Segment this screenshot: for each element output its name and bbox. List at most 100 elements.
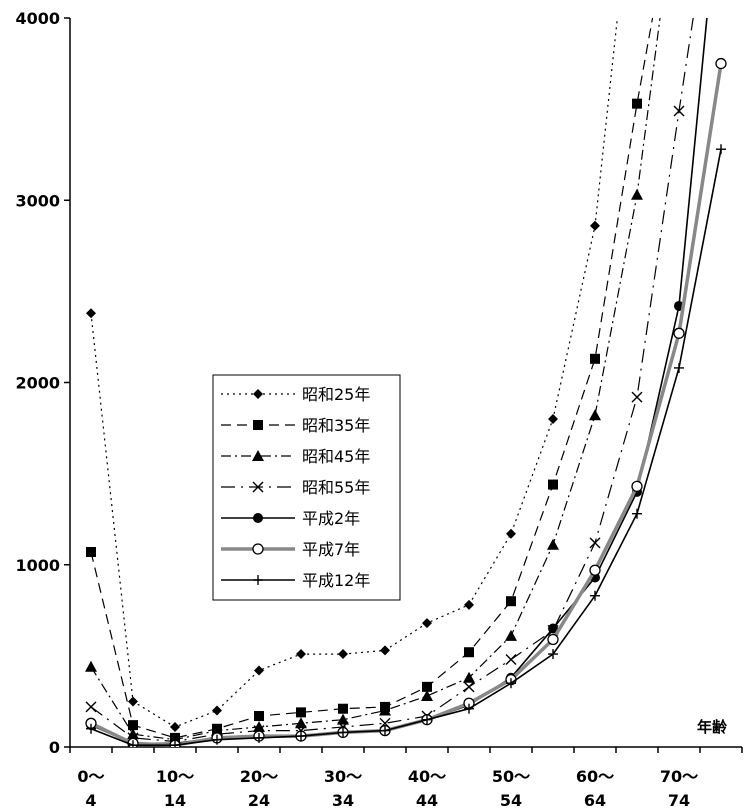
data-point — [463, 671, 475, 683]
legend-marker — [253, 513, 263, 523]
data-point — [590, 353, 600, 364]
data-point — [506, 528, 516, 539]
data-point — [338, 727, 348, 738]
data-point — [631, 391, 643, 403]
data-point — [421, 689, 433, 701]
legend-label: 平成12年 — [302, 571, 370, 590]
data-point — [547, 538, 559, 550]
x-axis-label: 年齢 — [697, 718, 728, 736]
data-point — [254, 711, 264, 722]
x-tick-label-top: 40〜 — [408, 767, 446, 786]
data-point — [463, 681, 475, 693]
data-point — [589, 537, 601, 549]
data-point — [128, 696, 138, 707]
tick-labels: 0 1000 2000 3000 4000 0〜 4 10〜 14 20〜 24 30〜 34 40〜 44… — [15, 9, 698, 810]
data-point — [422, 681, 432, 692]
y-tick-label: 0 — [49, 738, 60, 757]
x-tick-label-top: 0〜 — [77, 767, 104, 786]
x-tick-label-top: 50〜 — [492, 767, 530, 786]
y-tick-label: 1000 — [15, 556, 60, 575]
data-point — [464, 599, 474, 610]
x-tick-label-bottom: 24 — [248, 791, 270, 810]
series-line — [90, 149, 722, 746]
data-point — [337, 713, 349, 725]
data-point — [673, 105, 685, 117]
data-point — [170, 740, 180, 747]
data-point — [674, 362, 684, 373]
legend-box — [212, 374, 401, 601]
x-tick-label-top: 60〜 — [576, 767, 614, 786]
series-layer — [85, 18, 727, 747]
series-line — [90, 18, 694, 743]
legend-marker — [252, 450, 264, 461]
data-point — [86, 308, 96, 319]
data-point — [338, 703, 348, 714]
series-line — [90, 18, 708, 745]
legend-marker — [253, 575, 263, 585]
x-tick-label-top: 70〜 — [660, 767, 698, 786]
data-point — [548, 479, 558, 490]
data-point — [547, 633, 559, 646]
legend-label: 平成7年 — [302, 540, 360, 559]
legend-label: 昭和25年 — [302, 385, 370, 404]
data-point — [673, 327, 685, 339]
series-7 — [86, 144, 726, 747]
series-2 — [86, 18, 654, 743]
series-6 — [85, 57, 727, 747]
legend-marker — [252, 543, 264, 555]
data-point — [379, 704, 391, 716]
legend-label: 昭和55年 — [302, 478, 370, 497]
data-point — [631, 188, 643, 200]
series-1 — [86, 18, 618, 732]
data-point — [380, 725, 390, 736]
x-tick-label-bottom: 64 — [584, 791, 606, 810]
x-tick-label-top: 20〜 — [240, 767, 278, 786]
data-point — [422, 618, 432, 629]
data-point — [296, 707, 306, 718]
data-point — [338, 649, 348, 660]
legend-label: 昭和45年 — [302, 447, 370, 466]
x-tick-label-top: 10〜 — [156, 767, 194, 786]
series-line — [90, 63, 723, 747]
data-point — [716, 144, 726, 155]
data-point — [296, 649, 306, 660]
data-point — [211, 724, 223, 736]
data-point — [296, 731, 306, 742]
x-tick-label-bottom: 54 — [500, 791, 522, 810]
data-point — [548, 623, 558, 634]
legend-marker — [253, 389, 263, 399]
legend-label: 昭和35年 — [302, 416, 370, 435]
data-point — [254, 665, 264, 676]
legend-marker — [252, 481, 264, 493]
y-tick-label: 3000 — [15, 191, 60, 210]
data-point — [631, 480, 643, 493]
data-point — [589, 409, 601, 421]
data-point — [548, 413, 558, 424]
data-point — [590, 220, 600, 231]
x-tick-label-top: 30〜 — [324, 767, 362, 786]
x-tick-label-bottom: 74 — [668, 791, 690, 810]
data-point — [128, 720, 138, 731]
x-tick-label-bottom: 4 — [85, 791, 96, 810]
series-3 — [85, 18, 661, 745]
series-4 — [85, 18, 694, 747]
data-point — [128, 740, 138, 747]
data-point — [380, 645, 390, 656]
data-point — [506, 596, 516, 607]
data-point — [254, 732, 264, 743]
data-point — [505, 654, 517, 666]
data-point — [632, 98, 642, 109]
data-point — [170, 721, 180, 732]
x-tick-label-bottom: 44 — [416, 791, 438, 810]
data-point — [505, 629, 517, 641]
y-tick-label: 2000 — [15, 374, 60, 393]
data-point — [590, 590, 600, 601]
data-point — [212, 705, 222, 716]
series-line — [90, 18, 618, 728]
legend-label: 平成2年 — [302, 509, 360, 528]
data-point — [715, 57, 727, 70]
y-tick-label: 4000 — [15, 9, 60, 28]
data-point — [85, 701, 97, 713]
data-point — [632, 508, 642, 519]
